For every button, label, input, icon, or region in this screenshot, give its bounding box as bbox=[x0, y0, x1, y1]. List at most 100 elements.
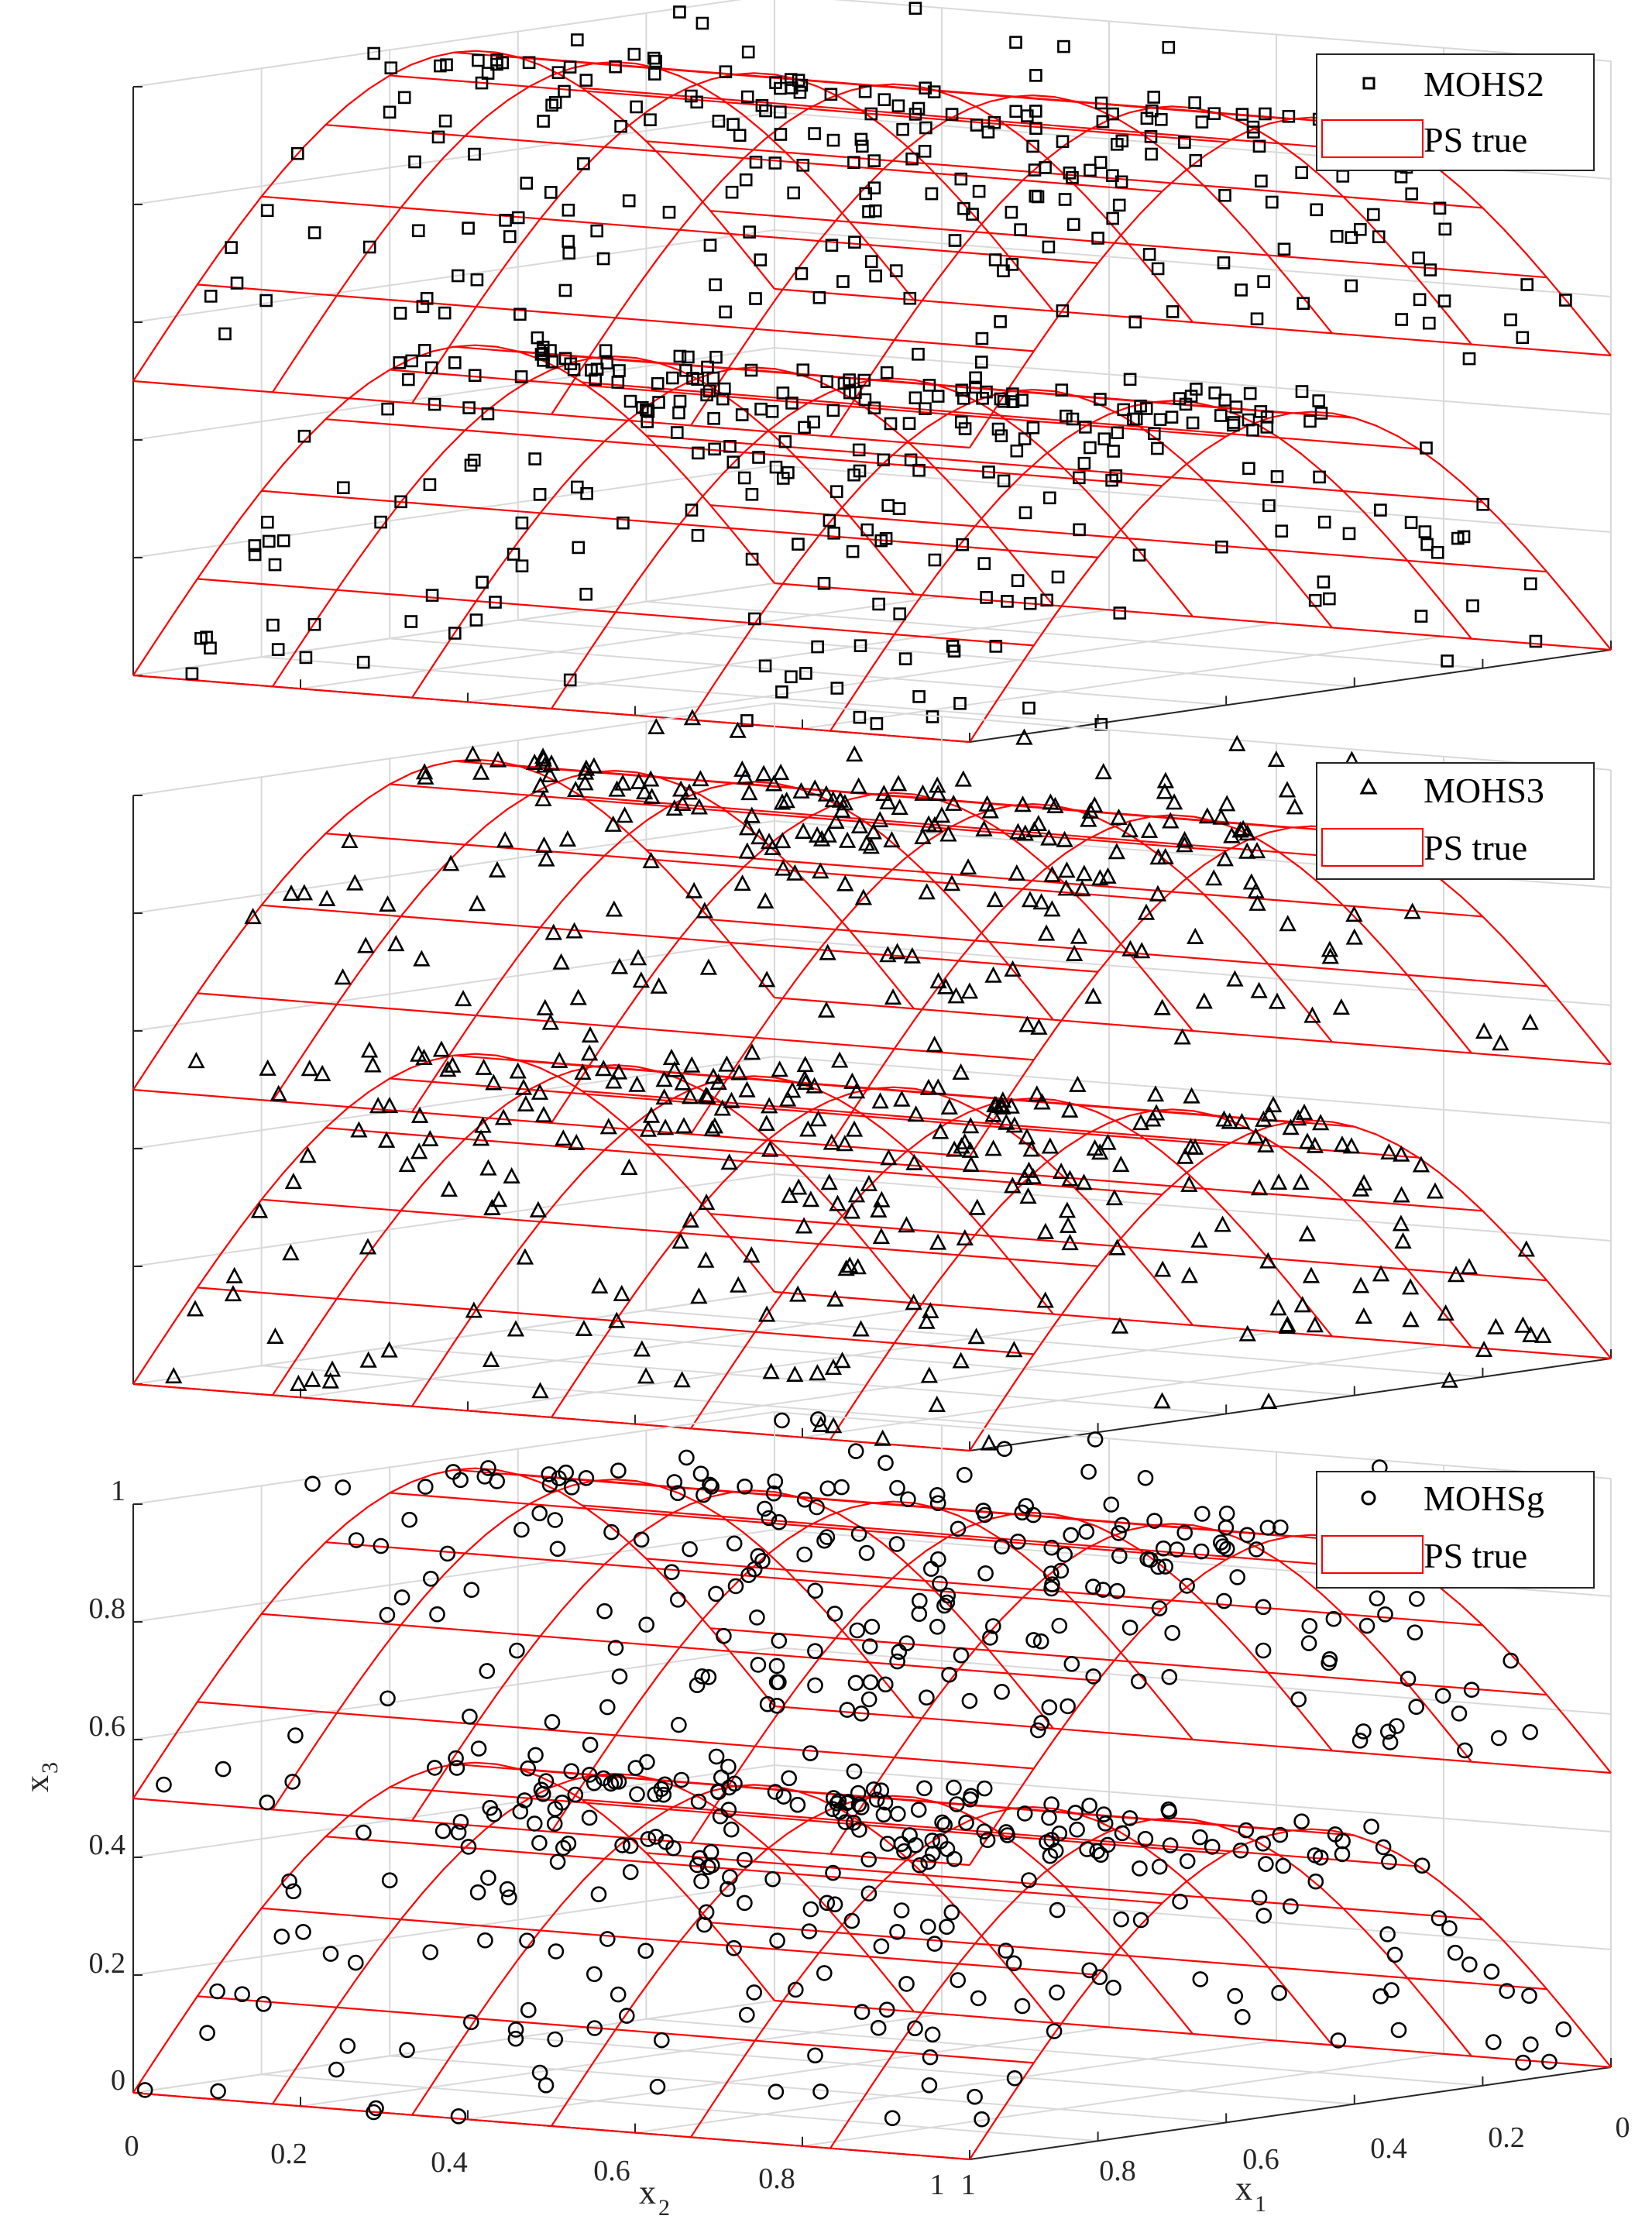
data-point bbox=[817, 785, 836, 802]
data-point bbox=[764, 1870, 781, 1888]
data-point bbox=[1176, 1147, 1194, 1164]
data-point bbox=[929, 1233, 947, 1250]
data-point bbox=[1268, 992, 1286, 1009]
data-point bbox=[769, 460, 783, 474]
data-point bbox=[1332, 998, 1351, 1015]
data-point bbox=[675, 1117, 693, 1134]
data-point bbox=[1075, 1173, 1093, 1190]
data-point bbox=[956, 1132, 974, 1150]
data-point bbox=[1393, 1145, 1410, 1162]
data-point bbox=[1306, 1136, 1324, 1153]
data-point bbox=[230, 277, 244, 290]
data-point bbox=[771, 1633, 788, 1649]
data-point bbox=[1248, 1541, 1265, 1558]
data-point bbox=[1358, 1617, 1376, 1634]
data-point bbox=[1266, 195, 1279, 209]
data-point bbox=[1314, 407, 1328, 420]
data-point bbox=[1121, 821, 1139, 838]
data-point bbox=[830, 485, 843, 499]
data-point bbox=[270, 1084, 287, 1101]
data-point bbox=[1131, 1673, 1147, 1690]
data-point bbox=[817, 576, 831, 590]
data-point bbox=[918, 883, 936, 900]
data-point bbox=[522, 56, 536, 70]
grid-line bbox=[634, 1331, 1277, 1425]
data-point bbox=[1111, 1548, 1128, 1565]
data-point bbox=[1272, 1519, 1289, 1536]
data-point bbox=[912, 1857, 928, 1874]
data-point bbox=[432, 1040, 451, 1057]
data-point bbox=[929, 1619, 946, 1635]
data-point bbox=[1380, 1142, 1398, 1160]
ps-surface-curve bbox=[132, 1053, 775, 1385]
data-point bbox=[666, 371, 679, 385]
data-point bbox=[480, 1460, 496, 1476]
legend: MOHS3 PS true bbox=[1316, 762, 1595, 880]
data-point bbox=[719, 65, 733, 78]
data-point bbox=[912, 463, 926, 477]
data-point bbox=[816, 1965, 833, 1981]
data-point bbox=[774, 832, 792, 849]
data-point bbox=[981, 125, 995, 139]
data-point bbox=[975, 331, 989, 345]
data-point bbox=[1132, 1912, 1149, 1929]
data-point bbox=[1079, 1841, 1095, 1857]
data-point bbox=[574, 1063, 592, 1080]
data-point bbox=[825, 239, 839, 252]
data-point bbox=[652, 396, 665, 409]
grid-line bbox=[132, 465, 775, 558]
data-point bbox=[630, 772, 647, 789]
data-point bbox=[790, 1178, 808, 1195]
data-point bbox=[1042, 793, 1060, 810]
data-point bbox=[880, 1149, 898, 1166]
data-point bbox=[936, 1816, 953, 1833]
data-point bbox=[1275, 1857, 1292, 1874]
data-point bbox=[879, 531, 893, 545]
data-point bbox=[786, 864, 804, 881]
data-point bbox=[1004, 960, 1022, 977]
data-point bbox=[853, 2004, 871, 2020]
data-point bbox=[994, 1684, 1010, 1700]
data-point bbox=[1382, 1734, 1399, 1750]
data-point bbox=[802, 1745, 819, 1761]
data-point bbox=[463, 1582, 480, 1598]
data-point bbox=[765, 1485, 782, 1502]
data-point bbox=[600, 356, 614, 370]
data-point bbox=[204, 290, 218, 303]
data-point bbox=[1345, 905, 1363, 922]
data-point bbox=[1111, 1525, 1127, 1541]
data-point bbox=[843, 386, 857, 400]
grid-line bbox=[774, 1411, 1612, 1479]
data-point bbox=[538, 850, 555, 867]
data-point bbox=[716, 1627, 732, 1644]
data-point bbox=[669, 1485, 686, 1501]
data-point bbox=[926, 816, 944, 833]
ps-surface-curve bbox=[272, 769, 915, 1101]
data-point bbox=[488, 861, 507, 878]
data-point bbox=[862, 837, 880, 854]
data-point bbox=[889, 775, 908, 792]
data-point bbox=[1292, 1173, 1310, 1190]
data-point bbox=[575, 1319, 593, 1337]
data-point bbox=[529, 1201, 548, 1218]
data-point bbox=[725, 185, 739, 199]
data-point bbox=[816, 1532, 833, 1549]
data-point bbox=[1099, 867, 1117, 884]
data-point bbox=[956, 1228, 974, 1246]
data-point bbox=[568, 1133, 586, 1150]
data-point bbox=[637, 1943, 654, 1959]
data-point bbox=[546, 1815, 563, 1832]
data-point bbox=[531, 1835, 548, 1851]
data-point bbox=[369, 1097, 387, 1114]
data-point bbox=[585, 363, 598, 377]
data-point bbox=[812, 830, 831, 847]
data-point bbox=[939, 825, 957, 842]
data-point bbox=[967, 1328, 985, 1345]
data-point bbox=[304, 1475, 321, 1492]
data-point bbox=[629, 949, 647, 966]
data-point bbox=[1026, 139, 1039, 153]
data-point bbox=[708, 1748, 725, 1765]
x2-tick-label: 0.4 bbox=[431, 2146, 468, 2179]
data-point bbox=[1176, 830, 1193, 847]
data-point bbox=[685, 881, 703, 898]
